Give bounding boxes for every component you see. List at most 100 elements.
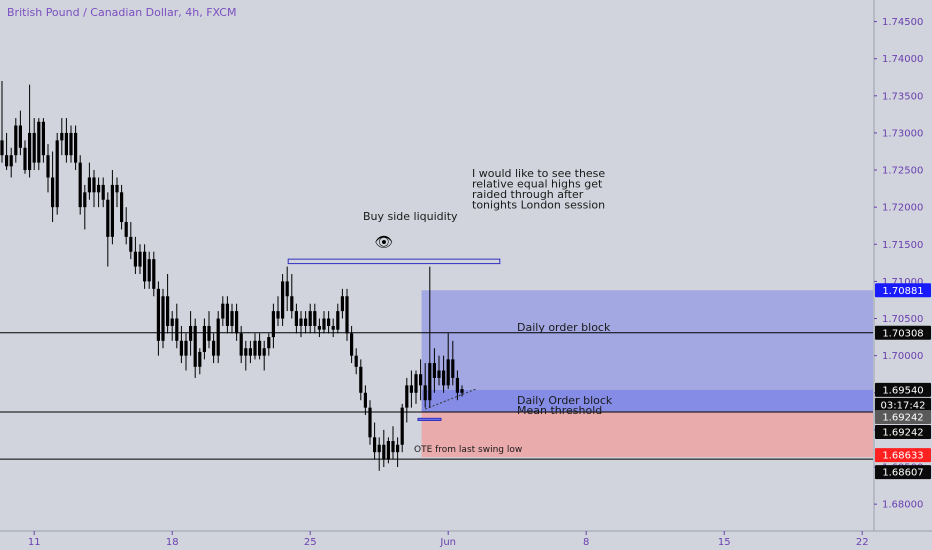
price-badge-label: 1.68633 [882, 451, 923, 462]
y-tick-label: 1.73500 [882, 91, 923, 102]
candle-body [32, 132, 36, 163]
candle-body [28, 132, 32, 171]
candle-body [253, 340, 257, 356]
candle-body [101, 184, 105, 200]
candle-body [336, 311, 340, 330]
price-badge-label: 03:17:42 [881, 400, 926, 411]
price-badge [875, 283, 931, 298]
price-badge [875, 465, 931, 480]
ote-label: OTE from last swing low [414, 445, 522, 455]
y-tick-label: 1.73000 [882, 128, 923, 139]
candle-body [308, 311, 312, 326]
candle-body [216, 318, 220, 356]
candle-body [419, 374, 423, 386]
candle-body [221, 303, 225, 319]
x-tick-label: 22 [856, 537, 869, 548]
y-tick-label: 1.70000 [882, 351, 923, 362]
candle-body [152, 259, 156, 289]
candle-body [69, 132, 73, 156]
price-badge-label: 1.70881 [882, 286, 923, 297]
note-text-line: relative equal highs get [472, 178, 603, 191]
candle-body [189, 325, 193, 341]
candle-body [281, 281, 285, 319]
candle-body [432, 363, 436, 378]
candle-body [161, 296, 165, 341]
candle-body [18, 125, 22, 148]
candle-body [110, 184, 114, 237]
candle-body [386, 441, 390, 460]
candle-body [396, 444, 400, 453]
candle-body [405, 385, 409, 408]
y-tick-label: 1.68000 [882, 500, 923, 511]
candle-body [244, 348, 248, 356]
candle-body [97, 184, 101, 193]
candle-body [78, 162, 82, 208]
price-badge [875, 424, 931, 439]
candle-body [322, 318, 326, 330]
mean-threshold-label: Mean threshold [517, 404, 602, 417]
candle-body [368, 407, 372, 438]
buy-side-liquidity-marker [287, 258, 501, 265]
y-tick-label: 1.71500 [882, 240, 923, 251]
candle-body [202, 325, 206, 352]
candle-body [258, 340, 262, 356]
mean-threshold-zone [421, 389, 873, 412]
note-text-line: tonights London session [472, 199, 605, 212]
candle-body [248, 348, 252, 356]
candle-body [124, 222, 128, 237]
candle-body [166, 296, 170, 326]
candle-body [156, 288, 160, 341]
x-tick-label: 11 [28, 537, 41, 548]
candle-body [446, 359, 450, 386]
candle-body [391, 441, 395, 453]
candle-body [46, 155, 50, 178]
candle-body [23, 147, 27, 171]
x-tick-label: 8 [583, 537, 589, 548]
x-tick-label: 25 [304, 537, 317, 548]
candle-body [9, 155, 13, 167]
price-badge-label: 1.68607 [882, 468, 923, 479]
candle-body [304, 318, 308, 326]
candle-body [179, 340, 183, 356]
candle-body [267, 337, 271, 349]
candle-body [400, 407, 404, 445]
candle-body [345, 296, 349, 334]
candle-body [60, 132, 64, 141]
candle-body [184, 340, 188, 356]
candle-body [409, 385, 413, 393]
candle-body [133, 251, 137, 267]
candle-body [437, 370, 441, 378]
candle-body [129, 236, 133, 252]
price-badge-label: 1.70308 [882, 328, 923, 339]
candle-body [331, 325, 335, 330]
price-badge [875, 397, 931, 412]
candle-body [92, 177, 96, 193]
daily-order-block-label-2: Daily Order block [517, 394, 613, 407]
candle-body [363, 392, 367, 408]
candle-body [175, 318, 179, 341]
candle-body [51, 177, 55, 208]
candle-body [138, 251, 142, 267]
price-badge-label: 1.69540 [882, 385, 923, 396]
candle-body [198, 351, 202, 367]
y-tick-label: 1.71000 [882, 277, 923, 288]
candle-body [74, 132, 78, 163]
candle-body [428, 363, 432, 401]
candle-body [451, 359, 455, 378]
daily-order-block-zone [421, 290, 873, 390]
candle-body [64, 132, 68, 156]
price-badge [875, 448, 931, 463]
candle-body [382, 444, 386, 460]
candle-body [313, 311, 317, 326]
candle-body [276, 311, 280, 319]
candle-body [83, 192, 87, 208]
x-tick-label: 15 [718, 537, 731, 548]
candle-body [170, 318, 174, 326]
candle-body [239, 333, 243, 356]
candle-body [455, 377, 459, 393]
price-badge [875, 382, 931, 397]
candle-body [87, 177, 91, 193]
y-tick-label: 1.70500 [882, 314, 923, 325]
